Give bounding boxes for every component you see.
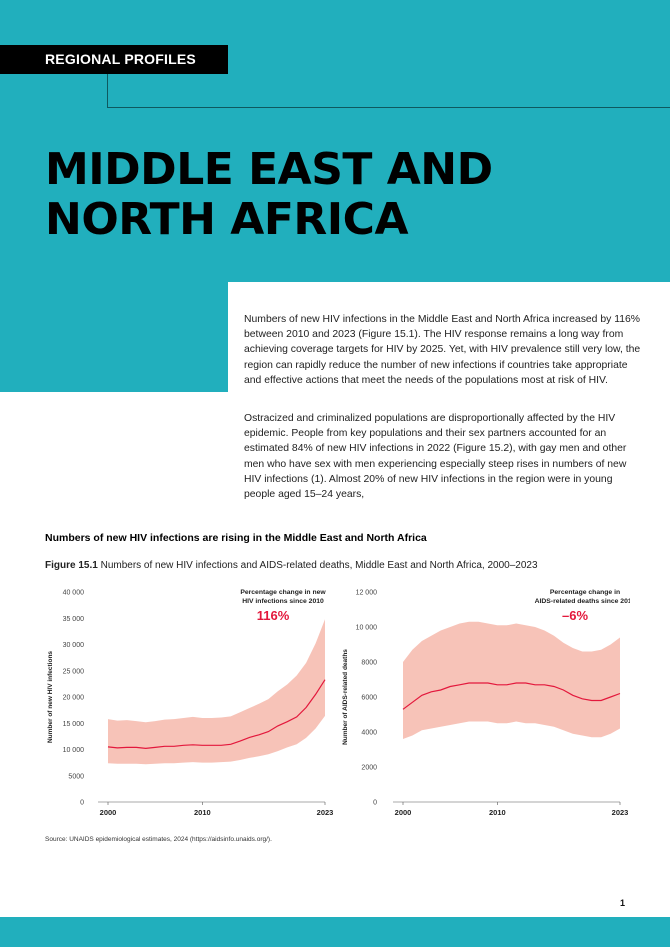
figure-section-heading: Numbers of new HIV infections are rising… [45, 532, 427, 544]
section-tag: REGIONAL PROFILES [0, 45, 228, 74]
y-tick-label: 10 000 [356, 625, 378, 632]
percent-change-value: 116% [257, 608, 290, 623]
figure-caption-text: Numbers of new HIV infections and AIDS-r… [97, 560, 538, 571]
y-axis-label: Number of AIDS-related deaths [342, 649, 349, 745]
figure-caption-label: Figure 15.1 [45, 560, 98, 571]
intro-paragraph-1: Numbers of new HIV infections in the Mid… [244, 314, 641, 386]
y-axis-label: Number of new HIV infections [47, 651, 54, 743]
title-line-2: NORTH AFRICA [45, 194, 409, 245]
figure-caption: Figure 15.1 Numbers of new HIV infection… [45, 560, 538, 571]
footer-bar [0, 917, 670, 947]
annotation-line-2: HIV infections since 2010 [242, 598, 324, 605]
intro-text-box [228, 282, 670, 522]
y-tick-label: 0 [80, 800, 84, 807]
x-tick-label: 2000 [395, 808, 412, 817]
y-tick-label: 8000 [361, 660, 377, 667]
annotation-line-2: AIDS-related deaths since 2010 [535, 598, 630, 605]
title-line-1: MIDDLE EAST AND [45, 144, 493, 195]
y-tick-label: 30 000 [63, 642, 85, 649]
decorative-horizontal-rule [107, 107, 670, 108]
new-infections-chart: 0 5000 10 000 15 000 20 000 25 000 30 000 35 00… [47, 589, 334, 817]
y-tick-label: 20 000 [63, 695, 85, 702]
estimate-line [107, 679, 326, 750]
y-tick-label: 6000 [361, 695, 377, 702]
page-number: 1 [620, 898, 626, 908]
y-tick-label: 40 000 [63, 590, 85, 597]
aids-deaths-chart: 0 2000 4000 6000 8000 10 000 12 000 2000 2010 202… [342, 589, 630, 817]
y-tick-label: 12 000 [356, 590, 378, 597]
annotation-line-1: Percentage change in [550, 589, 620, 596]
y-tick-label: 2000 [361, 765, 377, 772]
figure-source: Source: UNAIDS epidemiological estimates… [45, 836, 272, 843]
y-tick-label: 10 000 [63, 747, 85, 754]
x-tick-label: 2023 [612, 808, 629, 817]
uncertainty-band [403, 621, 620, 739]
x-tick-label: 2023 [317, 808, 334, 817]
x-tick-label: 2000 [100, 808, 117, 817]
y-tick-label: 25 000 [63, 668, 85, 675]
y-tick-label: 15 000 [63, 721, 85, 728]
page-title: MIDDLE EAST AND NORTH AFRICA [45, 145, 493, 245]
decorative-vertical-rule [107, 74, 108, 108]
y-tick-label: 35 000 [63, 616, 85, 623]
y-tick-label: 5000 [68, 773, 84, 780]
uncertainty-band [108, 619, 325, 765]
x-tick-label: 2010 [489, 808, 506, 817]
intro-paragraph-2: Ostracized and criminalized populations … [244, 413, 627, 501]
y-tick-label: 4000 [361, 730, 377, 737]
y-tick-label: 0 [373, 800, 377, 807]
x-tick-label: 2010 [194, 808, 211, 817]
percent-change-value: –6% [562, 608, 588, 623]
annotation-line-1: Percentage change in new [240, 589, 326, 596]
estimate-line [402, 682, 621, 710]
